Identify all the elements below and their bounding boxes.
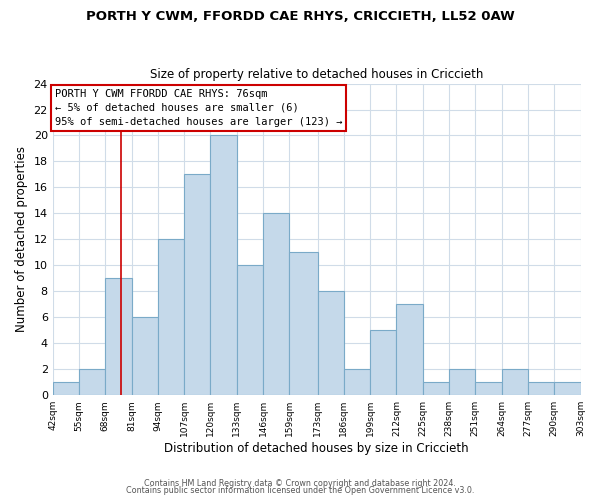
Bar <box>53 382 79 395</box>
Bar <box>528 382 554 395</box>
Bar <box>554 382 581 395</box>
Bar <box>397 304 423 395</box>
Bar <box>263 214 289 395</box>
Bar <box>502 369 528 395</box>
Bar <box>423 382 449 395</box>
Y-axis label: Number of detached properties: Number of detached properties <box>15 146 28 332</box>
Bar <box>449 369 475 395</box>
Title: Size of property relative to detached houses in Criccieth: Size of property relative to detached ho… <box>150 68 483 81</box>
Bar <box>184 174 211 395</box>
Bar <box>79 369 105 395</box>
X-axis label: Distribution of detached houses by size in Criccieth: Distribution of detached houses by size … <box>164 442 469 455</box>
Bar <box>370 330 397 395</box>
Bar <box>475 382 502 395</box>
Bar <box>105 278 131 395</box>
Bar <box>131 318 158 395</box>
Text: PORTH Y CWM FFORDD CAE RHYS: 76sqm
← 5% of detached houses are smaller (6)
95% o: PORTH Y CWM FFORDD CAE RHYS: 76sqm ← 5% … <box>55 88 342 126</box>
Bar <box>237 266 263 395</box>
Text: Contains HM Land Registry data © Crown copyright and database right 2024.: Contains HM Land Registry data © Crown c… <box>144 478 456 488</box>
Bar <box>317 292 344 395</box>
Bar <box>289 252 317 395</box>
Bar <box>344 369 370 395</box>
Text: PORTH Y CWM, FFORDD CAE RHYS, CRICCIETH, LL52 0AW: PORTH Y CWM, FFORDD CAE RHYS, CRICCIETH,… <box>86 10 514 23</box>
Text: Contains public sector information licensed under the Open Government Licence v3: Contains public sector information licen… <box>126 486 474 495</box>
Bar <box>158 240 184 395</box>
Bar <box>211 136 237 395</box>
